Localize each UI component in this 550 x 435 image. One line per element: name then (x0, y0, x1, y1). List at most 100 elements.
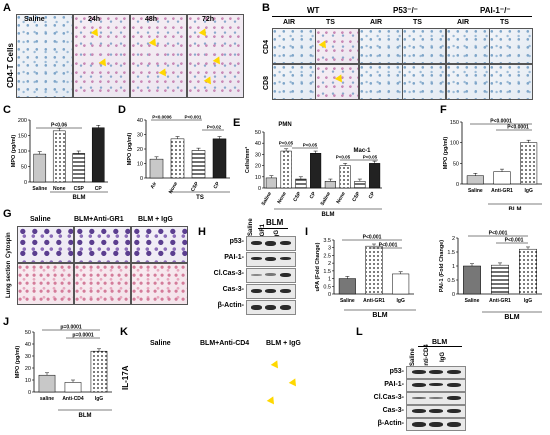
y-tick-label: 10 (137, 162, 143, 168)
panel-b-sub-ts-3: TS (500, 19, 509, 26)
panel-b-group-wt: WT (307, 6, 320, 15)
panel-b-image (315, 28, 359, 64)
x-tick-label: Anti-GR1 (491, 188, 513, 194)
significance-label: P<0.001 (489, 231, 508, 237)
panel-k-image (132, 338, 192, 420)
x-tick-label: Saline (261, 191, 274, 207)
bar (72, 153, 86, 183)
panel-g-row-lung: Lung section (6, 260, 12, 298)
bar (519, 248, 537, 295)
x-tick-label: IgG (524, 188, 532, 194)
y-tick-label: 200 (18, 118, 27, 124)
bar (392, 273, 410, 295)
panel-g-image (74, 263, 131, 305)
blot-strip (406, 379, 466, 392)
y-tick-label: 100 (18, 149, 27, 155)
arrow-marker (266, 396, 278, 407)
y-tick-label: 50 (255, 130, 261, 136)
group-label: TS (196, 195, 204, 201)
panel-b-group-pai1: PAI-1⁻/⁻ (480, 6, 511, 15)
panel-g-image (131, 226, 188, 263)
panel-b-image (272, 64, 316, 100)
panel-h-row-p53: p53- (229, 238, 244, 245)
panel-label-g: G (3, 208, 12, 220)
y-tick-label: 40 (25, 342, 31, 348)
chart-c: 0 50 100 150 200 MPO (pg/ml) Saline None CSP CP BL… (11, 118, 108, 201)
y-tick-label: 0 (140, 176, 143, 182)
group-label: BLM (73, 195, 86, 201)
panel-label-k: K (120, 326, 128, 338)
y-tick-label: 10 (255, 175, 261, 181)
x-tick-label: None (335, 191, 347, 205)
blot-strip (246, 300, 296, 315)
panel-b-image (489, 64, 533, 100)
y-tick-label: 0 (328, 292, 331, 298)
bar (90, 350, 108, 393)
group-label: BLM (509, 207, 522, 210)
bar (520, 142, 538, 185)
x-tick-label: Saline (465, 298, 480, 304)
y-axis-label: MPO (pg/ml) (443, 137, 449, 170)
x-tick-label: Saline (340, 298, 355, 304)
y-axis-label: Cells/mm² (244, 147, 251, 173)
x-tick-label: Anti-GR1 (489, 298, 511, 304)
panel-a-col-24h: 24h (88, 16, 101, 23)
chart-f: 0 50 100 150 MPO (pg/ml) Saline Anti-GR1 IgG BLM… (443, 119, 542, 210)
significance-label: P<0.05 (303, 143, 318, 148)
group-label: BLM (322, 212, 335, 218)
panel-a-image-72h (187, 14, 244, 98)
panel-b-image (359, 64, 403, 100)
significance-label: P<0.05 (363, 155, 378, 160)
panel-a-image-saline (16, 14, 73, 98)
y-tick-label: 1.5 (447, 250, 455, 256)
panel-l-row-actin: β-Actin- (377, 420, 404, 427)
panel-b-row-cd4: CD4 (263, 39, 270, 54)
x-tick-label: saline (40, 396, 54, 402)
y-tick-label: 2.5 (323, 253, 331, 259)
significance-label: P<0.05 (279, 141, 294, 146)
x-tick-label: IgG (95, 396, 103, 402)
y-tick-label: 50 (25, 330, 31, 336)
panel-label-l: L (356, 326, 363, 338)
panel-g-col-igg: BLM + IgG (138, 216, 173, 223)
panel-a-image-48h (130, 14, 187, 98)
panel-label-h: H (198, 226, 206, 238)
panel-l-lane-saline: Saline (410, 348, 416, 366)
blot-strip (246, 268, 296, 283)
y-tick-label: 2 (328, 261, 331, 267)
bar (91, 127, 105, 183)
x-tick-label: Anti-GR1 (363, 298, 385, 304)
blot-strip (246, 252, 296, 267)
bar (212, 138, 227, 179)
y-tick-label: 40 (255, 141, 261, 147)
bar (339, 165, 351, 189)
y-tick-label: 0 (456, 182, 459, 188)
x-tick-label: Saline (32, 186, 47, 192)
panel-g-col-saline: Saline (30, 216, 51, 223)
y-tick-label: 30 (255, 152, 261, 158)
x-tick-label: Saline (468, 188, 483, 194)
chart-i-pai1: 0 0.5 1 1.5 2 PAI-1 (Fold Change) Saline Anti-G… (439, 231, 542, 321)
y-tick-label: 1 (452, 264, 455, 270)
panel-h-row-actin: β-Actin- (217, 302, 244, 309)
series-label-mac1: Mac-1 (353, 148, 371, 154)
x-tick-label: CP (309, 190, 318, 200)
significance-label: P<0.02 (207, 125, 222, 130)
y-tick-label: 0 (24, 180, 27, 186)
y-tick-label: 50 (21, 165, 27, 171)
y-tick-label: 150 (450, 120, 459, 126)
bar (463, 265, 481, 295)
arrow-marker (270, 360, 282, 371)
panel-label-d: D (118, 104, 126, 116)
panel-h-lane-saline: Saline (248, 218, 254, 236)
significance-label: P<0.06 (51, 123, 67, 129)
bar (280, 150, 292, 189)
panel-h-row-pai1: PAI-1- (224, 254, 244, 261)
panel-b-image (315, 64, 359, 100)
bar (295, 178, 307, 189)
y-tick-label: 20 (25, 366, 31, 372)
y-tick-label: 0 (28, 390, 31, 396)
bar (310, 153, 322, 189)
blot-strip (406, 366, 466, 379)
panel-h-header: BLM (266, 218, 284, 227)
